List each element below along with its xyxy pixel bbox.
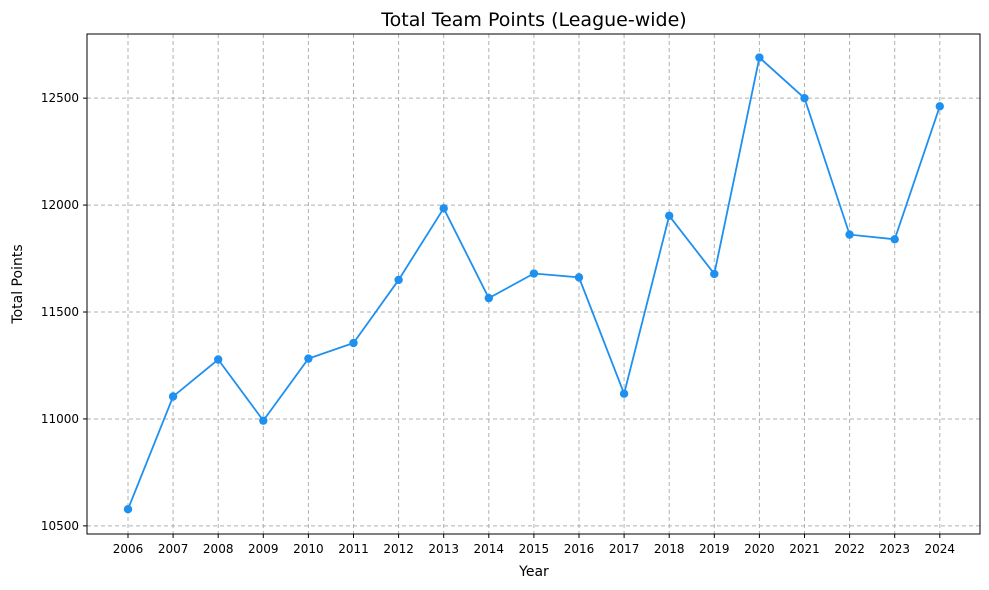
x-tick-label: 2010 [293, 542, 324, 556]
x-tick-label: 2019 [699, 542, 730, 556]
x-tick-label: 2013 [428, 542, 459, 556]
data-point [349, 338, 358, 348]
data-point [529, 269, 539, 278]
data-point [168, 392, 178, 401]
x-tick-label: 2012 [383, 542, 414, 556]
data-point [394, 275, 403, 285]
data-point [845, 230, 854, 239]
y-axis-label: Total Points [10, 244, 26, 324]
x-tick-label: 2009 [248, 542, 279, 556]
y-tick-label: 12000 [41, 198, 79, 212]
x-tick-label: 2023 [879, 542, 910, 556]
y-tick-label: 12500 [41, 91, 79, 105]
data-point [755, 53, 764, 62]
x-tick-label: 2022 [834, 542, 865, 556]
plot-frame [86, 33, 981, 535]
x-tick-label: 2016 [564, 542, 595, 556]
x-tick-label: 2006 [113, 542, 144, 556]
data-point [304, 354, 313, 363]
x-tick-label: 2015 [519, 542, 550, 556]
data-point [123, 504, 133, 514]
x-tick-label: 2021 [789, 542, 820, 556]
data-point [890, 235, 899, 244]
x-tick-label: 2024 [925, 542, 956, 556]
grid [87, 34, 980, 534]
x-tick-label: 2017 [609, 542, 640, 556]
y-tick-label: 11500 [41, 305, 79, 319]
x-tick-label: 2007 [158, 542, 189, 556]
y-axis: 10500 11000 11500 12000 12500 [41, 91, 87, 533]
data-point [935, 102, 944, 111]
data-point [214, 355, 223, 364]
data-point [710, 269, 719, 279]
data-point [574, 273, 584, 282]
data-point [619, 389, 629, 398]
data-point [259, 416, 268, 425]
x-tick-label: 2014 [474, 542, 505, 556]
chart-title: Total Team Points (League-wide) [380, 9, 686, 31]
x-axis: 2006 2007 2008 2009 2010 2011 2012 2013 2014 2015… [113, 534, 955, 556]
data-point [484, 293, 493, 303]
data-point [665, 211, 674, 220]
x-tick-label: 2011 [338, 542, 369, 556]
y-tick-label: 11000 [41, 412, 79, 426]
x-axis-label: Year [518, 564, 549, 580]
x-tick-label: 2020 [744, 542, 775, 556]
series-layer [123, 53, 944, 514]
x-tick-label: 2008 [203, 542, 234, 556]
data-point [439, 204, 448, 213]
x-tick-label: 2018 [654, 542, 685, 556]
y-tick-label: 10500 [41, 519, 79, 533]
data-point [800, 93, 809, 103]
